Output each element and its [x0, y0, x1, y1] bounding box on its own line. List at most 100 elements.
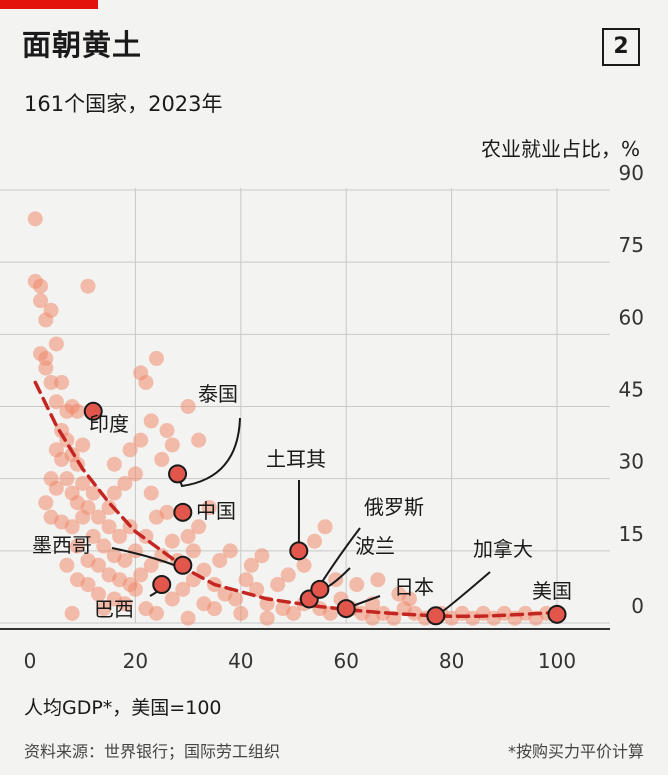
country-point: [48, 480, 64, 496]
country-point: [254, 548, 270, 564]
country-point: [249, 581, 265, 597]
country-label: 美国: [532, 579, 572, 603]
country-point: [148, 350, 164, 366]
highlight-point: [168, 464, 188, 484]
country-point: [101, 519, 117, 535]
country-point: [191, 519, 207, 535]
country-point: [280, 567, 296, 583]
country-point: [401, 591, 417, 607]
country-label: 印度: [89, 412, 129, 436]
country-point: [212, 552, 228, 568]
country-point: [196, 562, 212, 578]
country-label: 土耳其: [266, 447, 326, 471]
country-point: [69, 538, 85, 554]
y-tick-label: 30: [619, 450, 644, 474]
chart-title: 面朝黄土: [22, 28, 143, 62]
country-point: [38, 495, 54, 511]
x-axis-label: 人均GDP*，美国=100: [24, 697, 222, 719]
country-point: [270, 577, 286, 593]
y-tick-label: 60: [619, 305, 644, 329]
country-point: [133, 432, 149, 448]
country-point: [143, 485, 159, 501]
country-point: [133, 567, 149, 583]
country-point: [48, 336, 64, 352]
country-point: [164, 437, 180, 453]
country-point: [96, 601, 112, 617]
country-point: [238, 572, 254, 588]
country-point: [106, 456, 122, 472]
country-point: [159, 423, 175, 439]
country-point: [64, 519, 80, 535]
country-label: 巴西: [94, 597, 134, 621]
country-point: [75, 475, 91, 491]
country-point: [85, 528, 101, 544]
country-point: [259, 610, 275, 626]
leader-line: [176, 417, 241, 488]
country-point: [38, 360, 54, 376]
x-tick-label: 40: [228, 649, 253, 673]
footnote: *按购买力平价计算: [507, 742, 644, 761]
y-tick-label: 0: [631, 594, 644, 618]
country-point: [43, 374, 59, 390]
highlight-point: [83, 401, 103, 421]
highlight-point: [336, 599, 356, 619]
country-point: [117, 475, 133, 491]
country-point: [48, 394, 64, 410]
x-tick-label: 20: [123, 649, 148, 673]
country-point: [85, 485, 101, 501]
country-label: 加拿大: [473, 537, 533, 561]
highlight-point: [289, 541, 309, 561]
brand-tag: [0, 0, 98, 9]
y-tick-label: 15: [619, 522, 644, 546]
country-point: [370, 572, 386, 588]
country-label: 波兰: [355, 534, 395, 558]
country-label: 俄罗斯: [364, 495, 424, 519]
country-point: [175, 581, 191, 597]
country-label: 泰国: [198, 382, 238, 406]
country-label: 日本: [394, 575, 434, 599]
country-point: [143, 557, 159, 573]
highlight-point: [547, 604, 567, 624]
country-point: [138, 374, 154, 390]
x-tick-label: 0: [24, 649, 37, 673]
country-point: [201, 500, 217, 516]
country-point: [112, 528, 128, 544]
country-point: [180, 610, 196, 626]
source-note: 资料来源：世界银行；国际劳工组织: [24, 742, 281, 761]
y-tick-label: 75: [619, 233, 644, 257]
country-point: [91, 586, 107, 602]
country-point: [233, 605, 249, 621]
country-point: [106, 485, 122, 501]
y-axis-label: 农业就业占比，%: [480, 137, 640, 161]
country-point: [91, 509, 107, 525]
highlight-point: [173, 555, 193, 575]
country-point: [54, 374, 70, 390]
country-point: [317, 519, 333, 535]
highlight-point: [152, 575, 172, 595]
country-point: [222, 543, 238, 559]
country-point: [196, 596, 212, 612]
trend-line: [33, 380, 559, 619]
country-point: [228, 591, 244, 607]
country-point: [59, 557, 75, 573]
y-tick-label: 45: [619, 378, 644, 402]
country-point: [307, 533, 323, 549]
country-point: [143, 413, 159, 429]
chart-subtitle: 161个国家，2023年: [24, 92, 223, 116]
country-point: [191, 432, 207, 448]
country-point: [180, 528, 196, 544]
country-point: [180, 399, 196, 414]
country-point: [75, 437, 91, 453]
country-point: [127, 543, 143, 559]
country-point: [122, 442, 138, 458]
country-point: [80, 577, 96, 593]
country-point: [117, 596, 133, 612]
chart-number-badge: 2: [602, 28, 640, 66]
highlight-point: [310, 579, 330, 599]
country-point: [80, 500, 96, 516]
x-tick-label: 100: [538, 649, 576, 673]
country-point: [127, 466, 143, 482]
country-point: [80, 278, 96, 294]
x-tick-label: 60: [333, 649, 358, 673]
